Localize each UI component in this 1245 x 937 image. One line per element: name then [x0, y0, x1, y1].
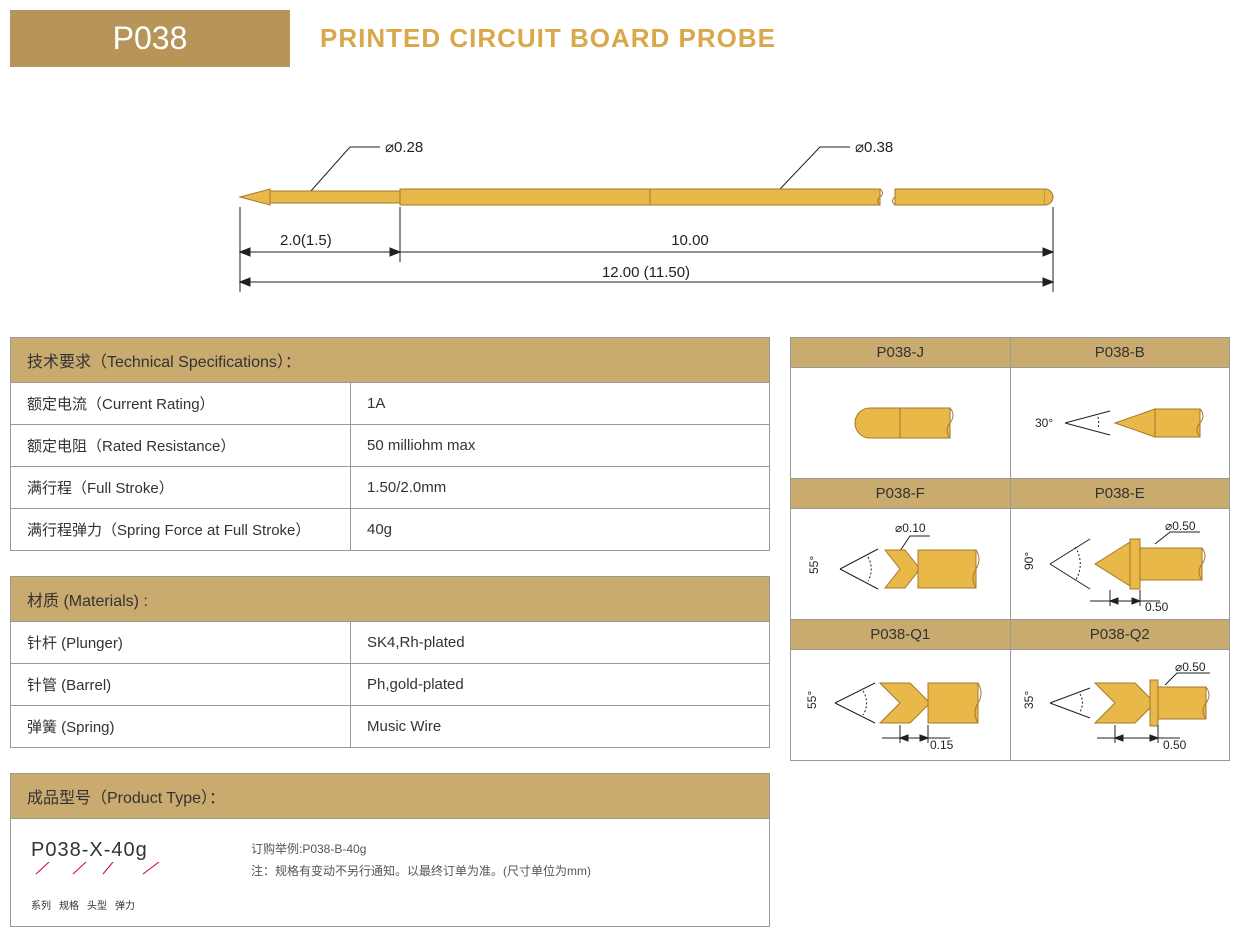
spec-value: 1.50/2.0mm: [351, 467, 770, 509]
svg-text:0.50: 0.50: [1163, 738, 1187, 752]
page-title: PRINTED CIRCUIT BOARD PROBE: [320, 23, 776, 54]
dim-total-len: 12.00 (11.50): [602, 264, 690, 281]
tip-q2-icon: ⌀0.50 35°: [1011, 650, 1230, 760]
svg-text:30°: 30°: [1035, 416, 1053, 430]
svg-text:⌀0.50: ⌀0.50: [1175, 660, 1206, 674]
tip-j-icon: [791, 368, 1010, 478]
product-type-header: 成品型号（Product Type）：: [11, 774, 770, 819]
product-type-example: 订购举例:P038-B-40g: [251, 839, 591, 861]
spec-value: 40g: [351, 509, 770, 551]
dim-barrel-len: 10.00: [671, 232, 709, 249]
header: P038 PRINTED CIRCUIT BOARD PROBE: [10, 10, 1235, 67]
tip-name: P038-B: [1011, 338, 1230, 368]
product-type-note: 注：规格有变动不另行通知。以最终订单为准。(尺寸单位为mm): [251, 861, 591, 883]
svg-text:90°: 90°: [1022, 552, 1036, 570]
spec-value: 1A: [351, 383, 770, 425]
dim-plunger-dia: ⌀0.28: [385, 139, 423, 156]
material-value: SK4,Rh-plated: [351, 622, 770, 664]
tip-name: P038-Q2: [1011, 620, 1230, 650]
spec-label: 满行程弹力（Spring Force at Full Stroke）: [11, 509, 351, 551]
svg-text:35°: 35°: [1022, 691, 1036, 709]
tip-name: P038-J: [791, 338, 1010, 368]
materials-table: 材质 (Materials) : 针杆 (Plunger)SK4,Rh-plat…: [10, 576, 770, 748]
tip-q1-icon: 55° 0.15: [791, 650, 1010, 760]
product-type-block: 成品型号（Product Type）： P038-X-40g 系列 规格 头型: [10, 773, 770, 927]
material-value: Music Wire: [351, 706, 770, 748]
spec-label: 满行程（Full Stroke）: [11, 467, 351, 509]
dim-barrel-dia: ⌀0.38: [855, 139, 893, 156]
specs-header: 技术要求（Technical Specifications）：: [11, 338, 770, 383]
tip-f-icon: ⌀0.10 55°: [791, 509, 1010, 619]
svg-text:55°: 55°: [807, 556, 821, 574]
svg-text:0.50: 0.50: [1145, 600, 1169, 614]
spec-label: 额定电阻（Rated Resistance）: [11, 425, 351, 467]
tip-name: P038-F: [791, 479, 1010, 509]
spec-value: 50 milliohm max: [351, 425, 770, 467]
material-value: Ph,gold-plated: [351, 664, 770, 706]
main-diagram: ⌀0.28 ⌀0.38: [10, 97, 1235, 317]
product-type-code: P038-X-40g: [31, 839, 201, 862]
svg-text:⌀0.50: ⌀0.50: [1165, 519, 1196, 533]
product-type-lines-icon: [31, 862, 201, 878]
tip-name: P038-Q1: [791, 620, 1010, 650]
tip-e-icon: ⌀0.50 90°: [1011, 509, 1230, 619]
material-label: 针杆 (Plunger): [11, 622, 351, 664]
spec-label: 额定电流（Current Rating）: [11, 383, 351, 425]
svg-text:55°: 55°: [805, 691, 819, 709]
materials-header: 材质 (Materials) :: [11, 577, 770, 622]
specs-table: 技术要求（Technical Specifications）： 额定电流（Cur…: [10, 337, 770, 551]
svg-text:⌀0.10: ⌀0.10: [895, 521, 926, 535]
product-type-legend: 系列 规格 头型 弹力: [31, 897, 201, 912]
tip-b-icon: 30°: [1011, 368, 1230, 478]
tip-name: P038-E: [1011, 479, 1230, 509]
material-label: 针管 (Barrel): [11, 664, 351, 706]
material-label: 弹簧 (Spring): [11, 706, 351, 748]
dim-tip-len: 2.0(1.5): [280, 232, 332, 249]
svg-text:0.15: 0.15: [930, 738, 954, 752]
tip-style-table: P038-J P038-B: [790, 337, 1230, 761]
part-number-badge: P038: [10, 10, 290, 67]
